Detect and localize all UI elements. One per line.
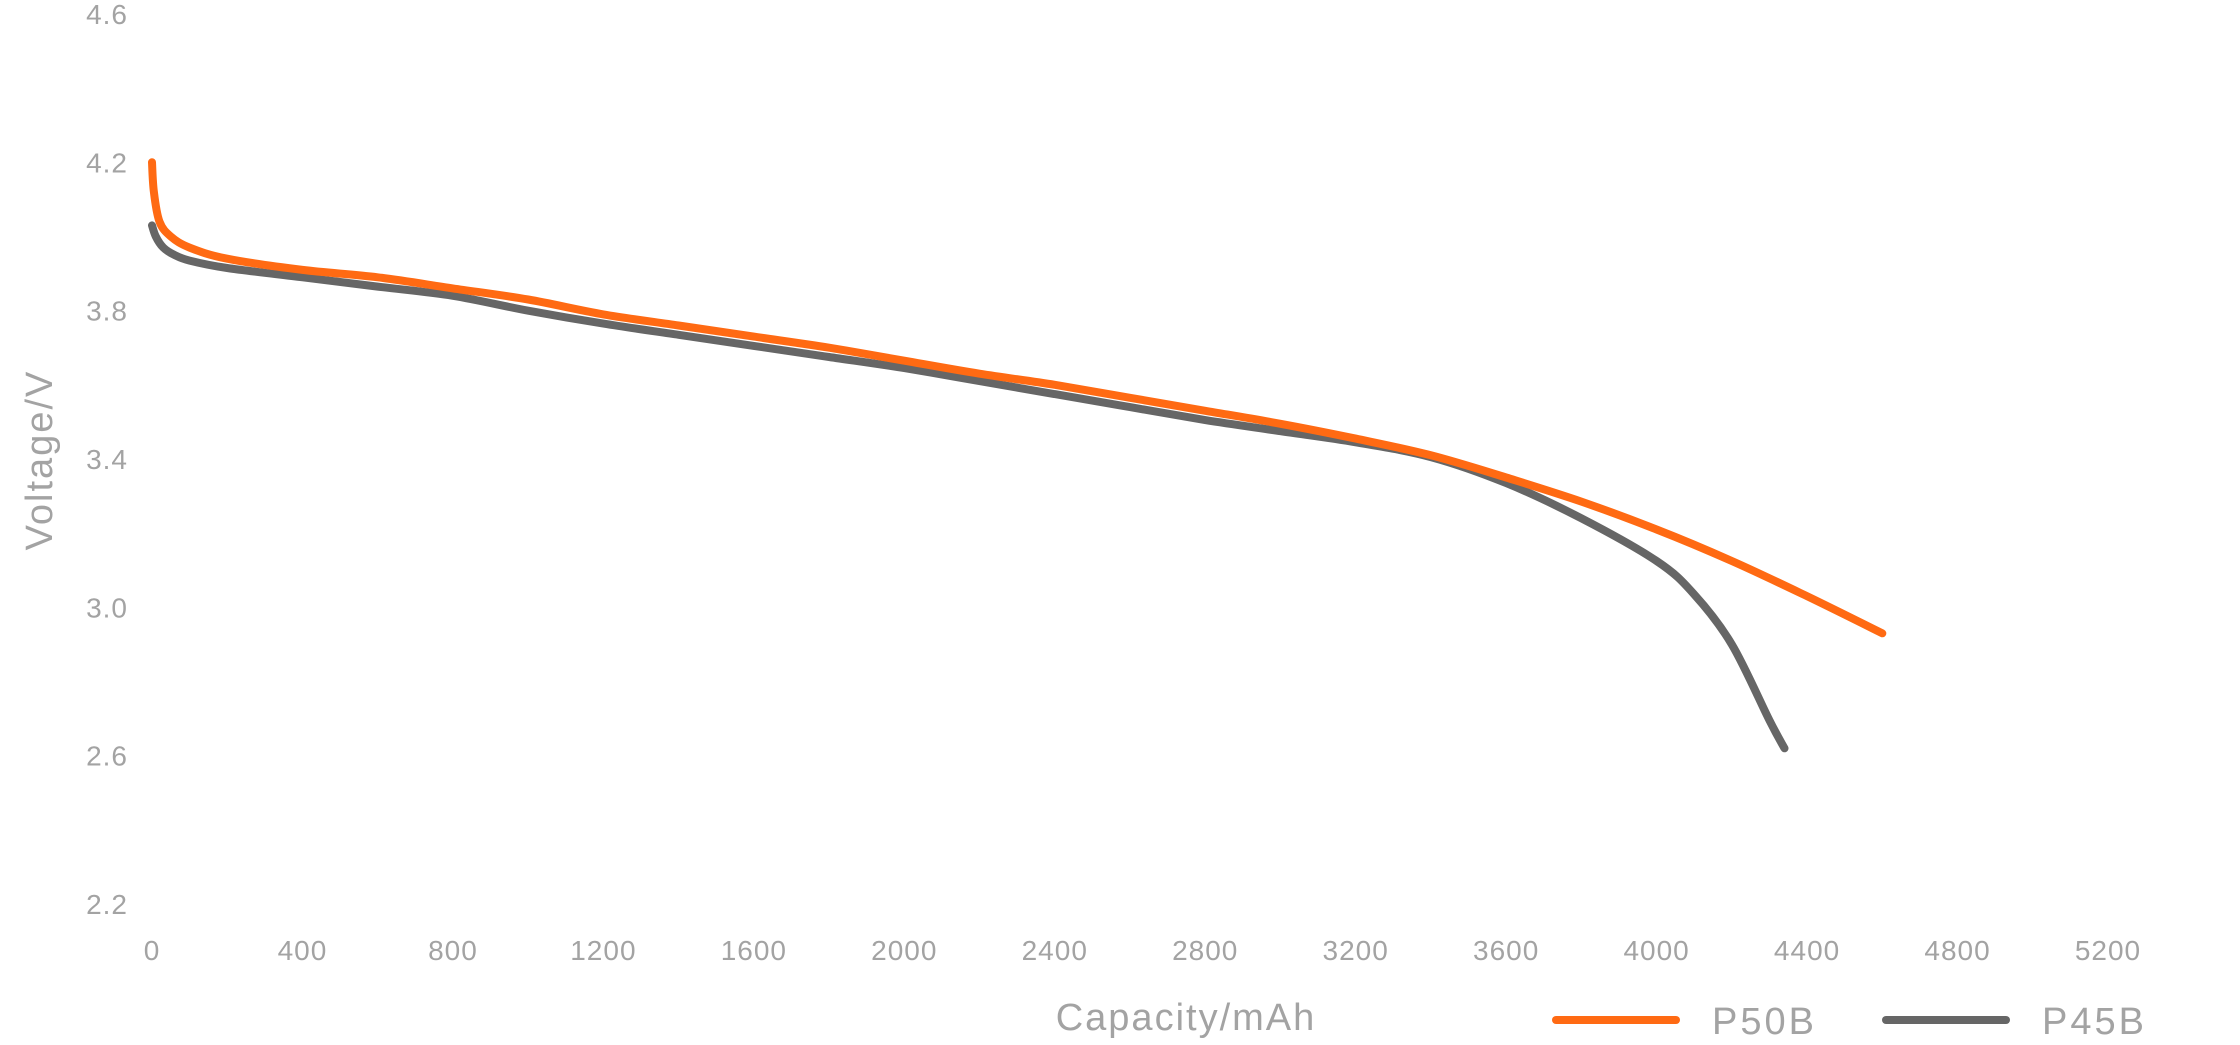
- y-axis-ticks: 2.2 2.6 3.0 3.4 3.8 4.2 4.6: [86, 0, 128, 920]
- x-tick-label: 3200: [1323, 935, 1389, 966]
- y-tick-label: 3.4: [86, 444, 128, 475]
- x-tick-label: 4800: [1924, 935, 1990, 966]
- x-tick-label: 800: [428, 935, 478, 966]
- x-tick-label: 2400: [1022, 935, 1088, 966]
- y-tick-label: 3.0: [86, 592, 128, 623]
- x-tick-label: 0: [144, 935, 161, 966]
- x-tick-label: 1200: [570, 935, 636, 966]
- y-tick-label: 3.8: [86, 296, 128, 327]
- y-tick-label: 4.6: [86, 0, 128, 30]
- y-axis-title: Voltage/V: [19, 370, 61, 551]
- y-tick-label: 2.2: [86, 889, 128, 920]
- x-tick-label: 5200: [2075, 935, 2141, 966]
- x-tick-label: 4400: [1774, 935, 1840, 966]
- series-line-p45b: [148, 221, 1789, 753]
- x-tick-label: 2000: [871, 935, 937, 966]
- x-tick-label: 4000: [1623, 935, 1689, 966]
- x-tick-label: 400: [278, 935, 328, 966]
- x-tick-label: 1600: [721, 935, 787, 966]
- legend-label-p50b: P50B: [1712, 1001, 1817, 1040]
- y-tick-label: 2.6: [86, 741, 128, 772]
- legend: P50B P45B: [1552, 1001, 2147, 1043]
- series-curves: [148, 158, 1887, 753]
- x-axis-title: Capacity/mAh: [1056, 997, 1317, 1039]
- legend-label-p45b: P45B: [2042, 1001, 2147, 1040]
- series-line-p50b: [148, 158, 1887, 638]
- x-tick-label: 2800: [1172, 935, 1238, 966]
- x-axis-ticks: 0 400 800 1200 1600 2000 2400 2800 3200 3600 4000 4…: [144, 935, 2141, 966]
- x-tick-label: 3600: [1473, 935, 1539, 966]
- y-tick-label: 4.2: [86, 147, 128, 178]
